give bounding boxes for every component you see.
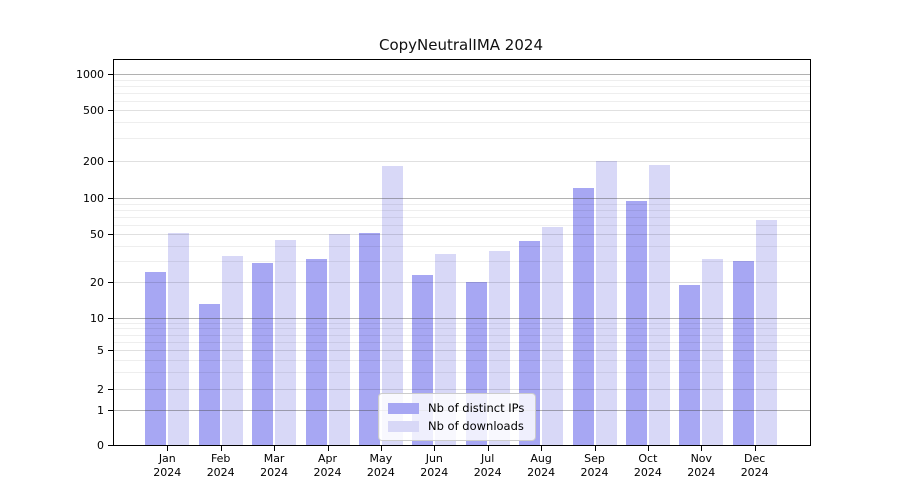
legend-label: Nb of distinct IPs <box>428 401 525 415</box>
bar-nb-of-downloads <box>381 166 403 445</box>
x-tick-label: Mar 2024 <box>260 452 289 479</box>
y-tick <box>108 410 113 411</box>
bar-nb-of-distinct-ips <box>145 272 167 445</box>
y-tick <box>108 282 113 283</box>
y-tick-label: 1 <box>97 403 104 417</box>
x-tick-label: Jan 2024 <box>153 452 182 479</box>
x-tick-label: Oct 2024 <box>633 452 662 479</box>
y-tick-label: 2 <box>97 382 104 396</box>
bar-nb-of-downloads <box>542 227 564 445</box>
plot-area: Nb of distinct IPs Nb of downloads 0 1 2 5 10… <box>76 59 811 479</box>
x-tick <box>220 446 222 451</box>
x-tick-label: Sep 2024 <box>580 452 609 479</box>
x-tick-label: Aug 2024 <box>527 452 556 479</box>
x-tick <box>274 446 276 451</box>
legend-swatch <box>388 402 419 414</box>
y-tick <box>108 74 113 75</box>
y-tick <box>108 110 113 111</box>
x-tick-label: Nov 2024 <box>687 452 716 479</box>
y-tick <box>108 198 113 199</box>
bar-nb-of-distinct-ips <box>732 260 754 445</box>
bar-nb-of-downloads <box>221 255 243 445</box>
chart-title: CopyNeutralIMA 2024 <box>379 36 543 54</box>
bar-nb-of-downloads <box>275 239 297 445</box>
x-tick-label: Feb 2024 <box>206 452 235 479</box>
bar-nb-of-distinct-ips <box>625 200 647 445</box>
x-tick-label: Apr 2024 <box>313 452 342 479</box>
y-tick-label: 100 <box>83 191 104 205</box>
bar-nb-of-distinct-ips <box>198 304 220 445</box>
x-tick <box>647 446 649 451</box>
bar-nb-of-downloads <box>648 164 670 445</box>
y-tick <box>108 389 113 390</box>
x-tick <box>167 446 169 451</box>
x-tick-label: Jul 2024 <box>473 452 502 479</box>
y-tick-label: 10 <box>90 311 104 325</box>
y-tick <box>108 234 113 235</box>
x-tick <box>434 446 436 451</box>
bar-nb-of-downloads <box>755 219 777 445</box>
legend-item: Nb of distinct IPs <box>388 401 524 415</box>
x-tick <box>701 446 703 451</box>
bar-nb-of-downloads <box>702 259 724 445</box>
bar-nb-of-distinct-ips <box>358 233 380 445</box>
y-tick-label: 0 <box>97 438 104 452</box>
y-tick-label: 50 <box>90 227 104 241</box>
y-tick-label: 500 <box>83 103 104 117</box>
x-tick <box>327 446 329 451</box>
x-tick-label: Jun 2024 <box>420 452 449 479</box>
y-tick <box>108 445 113 446</box>
bar-nb-of-downloads <box>595 161 617 445</box>
x-tick <box>487 446 489 451</box>
legend: Nb of distinct IPs Nb of downloads <box>378 393 537 441</box>
x-tick <box>594 446 596 451</box>
y-tick <box>108 350 113 351</box>
y-tick-label: 1000 <box>76 67 104 81</box>
legend-swatch <box>388 420 419 432</box>
x-tick <box>754 446 756 451</box>
legend-label: Nb of downloads <box>428 419 524 433</box>
bar-nb-of-downloads <box>168 233 190 445</box>
y-tick-label: 5 <box>97 343 104 357</box>
y-tick-label: 200 <box>83 154 104 168</box>
bars-layer <box>114 60 810 445</box>
x-tick <box>380 446 382 451</box>
x-tick <box>541 446 543 451</box>
y-tick-label: 20 <box>90 275 104 289</box>
y-tick <box>108 318 113 319</box>
bar-nb-of-distinct-ips <box>572 188 594 445</box>
legend-item: Nb of downloads <box>388 419 524 433</box>
y-tick <box>108 161 113 162</box>
x-tick-label: Dec 2024 <box>740 452 769 479</box>
bar-nb-of-distinct-ips <box>679 284 701 445</box>
bar-nb-of-downloads <box>328 234 350 445</box>
bar-nb-of-distinct-ips <box>305 259 327 445</box>
bar-nb-of-distinct-ips <box>252 262 274 445</box>
x-tick-label: May 2024 <box>366 452 395 479</box>
